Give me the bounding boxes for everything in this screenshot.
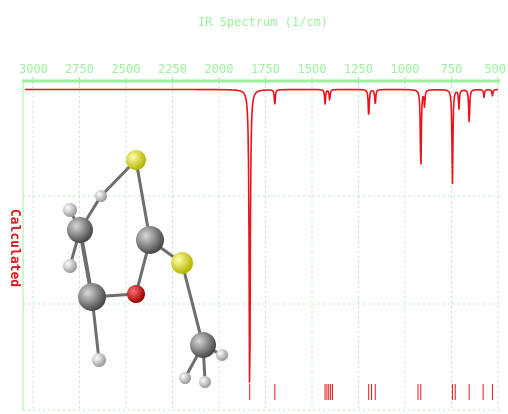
hydrogen-atom (216, 349, 228, 361)
hydrogen-atom (95, 190, 107, 202)
x-axis-tick-labels: 3000 2750 2500 2250 2000 1750 1500 1250 1000 750 5… (19, 62, 506, 85)
carbon-atom (136, 226, 164, 254)
chart-title: IR Spectrum (1/cm) (198, 15, 328, 29)
x-tick-label: 2250 (158, 62, 187, 76)
sulfur-atom (171, 252, 193, 274)
x-tick-label: 2750 (65, 62, 94, 76)
carbon-atom (78, 283, 106, 311)
x-tick-label: 2500 (112, 62, 141, 76)
sulfur-atom (126, 150, 146, 170)
oxygen-atom (127, 285, 145, 303)
hydrogen-atom (92, 353, 106, 367)
x-tick-label: 3000 (19, 62, 48, 76)
x-tick-label: 1750 (251, 62, 280, 76)
hydrogen-atom (63, 203, 77, 217)
x-tick-label: 1000 (391, 62, 420, 76)
carbon-atom (190, 332, 216, 358)
x-tick-label: 1250 (344, 62, 373, 76)
hydrogen-atom (63, 259, 77, 273)
spectrum-line (24, 88, 499, 383)
hydrogen-atom (179, 372, 191, 384)
molecule-3d-model (63, 150, 228, 388)
y-axis-label: Calculated (7, 209, 22, 287)
x-tick-label: 750 (441, 62, 463, 76)
carbon-atom (67, 217, 93, 243)
x-tick-label: 1500 (298, 62, 327, 76)
x-tick-label: 2000 (205, 62, 234, 76)
bond (180, 261, 205, 347)
hydrogen-atom (199, 376, 211, 388)
x-tick-label: 500 (484, 62, 506, 76)
calculated-peak-sticks (249, 384, 493, 400)
